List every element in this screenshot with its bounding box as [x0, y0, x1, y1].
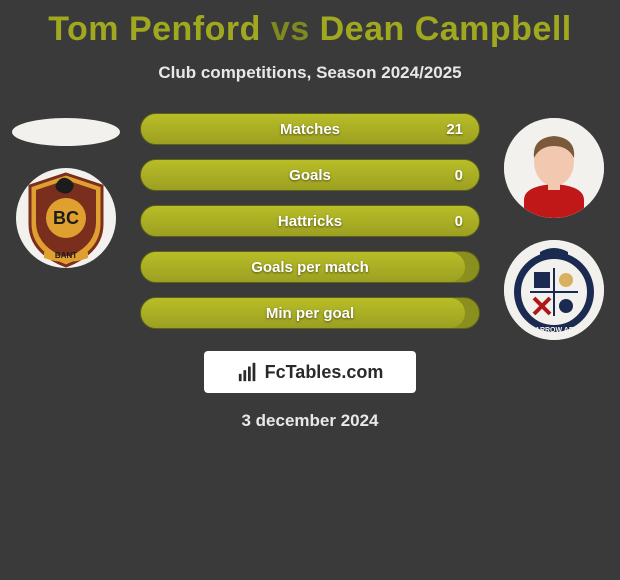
- bar-value: 0: [455, 160, 463, 190]
- page-title: Tom Penford vs Dean Campbell: [0, 0, 620, 49]
- stat-bar-hattricks: Hattricks 0: [140, 205, 480, 237]
- bar-label: Min per goal: [141, 298, 479, 328]
- bar-value: 0: [455, 206, 463, 236]
- bar-value: 21: [446, 114, 463, 144]
- svg-text:BARROW AFC: BARROW AFC: [530, 327, 578, 334]
- player1-club-badge: BC BANT: [16, 168, 116, 268]
- title-player1: Tom Penford: [48, 10, 261, 48]
- site-badge-text: FcTables.com: [265, 362, 384, 383]
- bar-chart-icon: [237, 361, 259, 383]
- player-photo-icon: [504, 118, 604, 218]
- bar-label: Matches: [141, 114, 479, 144]
- left-column: BC BANT: [6, 118, 126, 268]
- stat-bar-goals-per-match: Goals per match: [140, 251, 480, 283]
- stat-bar-min-per-goal: Min per goal: [140, 297, 480, 329]
- right-column: BARROW AFC: [494, 118, 614, 340]
- title-vs: vs: [271, 10, 310, 48]
- bar-label: Goals: [141, 160, 479, 190]
- club-badge-icon: BC BANT: [16, 168, 116, 268]
- subtitle: Club competitions, Season 2024/2025: [0, 63, 620, 83]
- stat-bar-matches: Matches 21: [140, 113, 480, 145]
- player2-avatar: [504, 118, 604, 218]
- player2-club-badge: BARROW AFC: [504, 240, 604, 340]
- bar-label: Goals per match: [141, 252, 479, 282]
- site-badge: FcTables.com: [204, 351, 416, 393]
- club-badge-text: BC: [53, 208, 79, 228]
- player1-avatar-placeholder: [12, 118, 120, 146]
- club-badge-icon: BARROW AFC: [504, 240, 604, 340]
- title-player2: Dean Campbell: [320, 10, 572, 48]
- stat-bars: Matches 21 Goals 0 Hattricks 0 Goals per…: [140, 113, 480, 329]
- date: 3 december 2024: [0, 411, 620, 431]
- svg-text:BANT: BANT: [55, 251, 77, 260]
- bar-label: Hattricks: [141, 206, 479, 236]
- stat-bar-goals: Goals 0: [140, 159, 480, 191]
